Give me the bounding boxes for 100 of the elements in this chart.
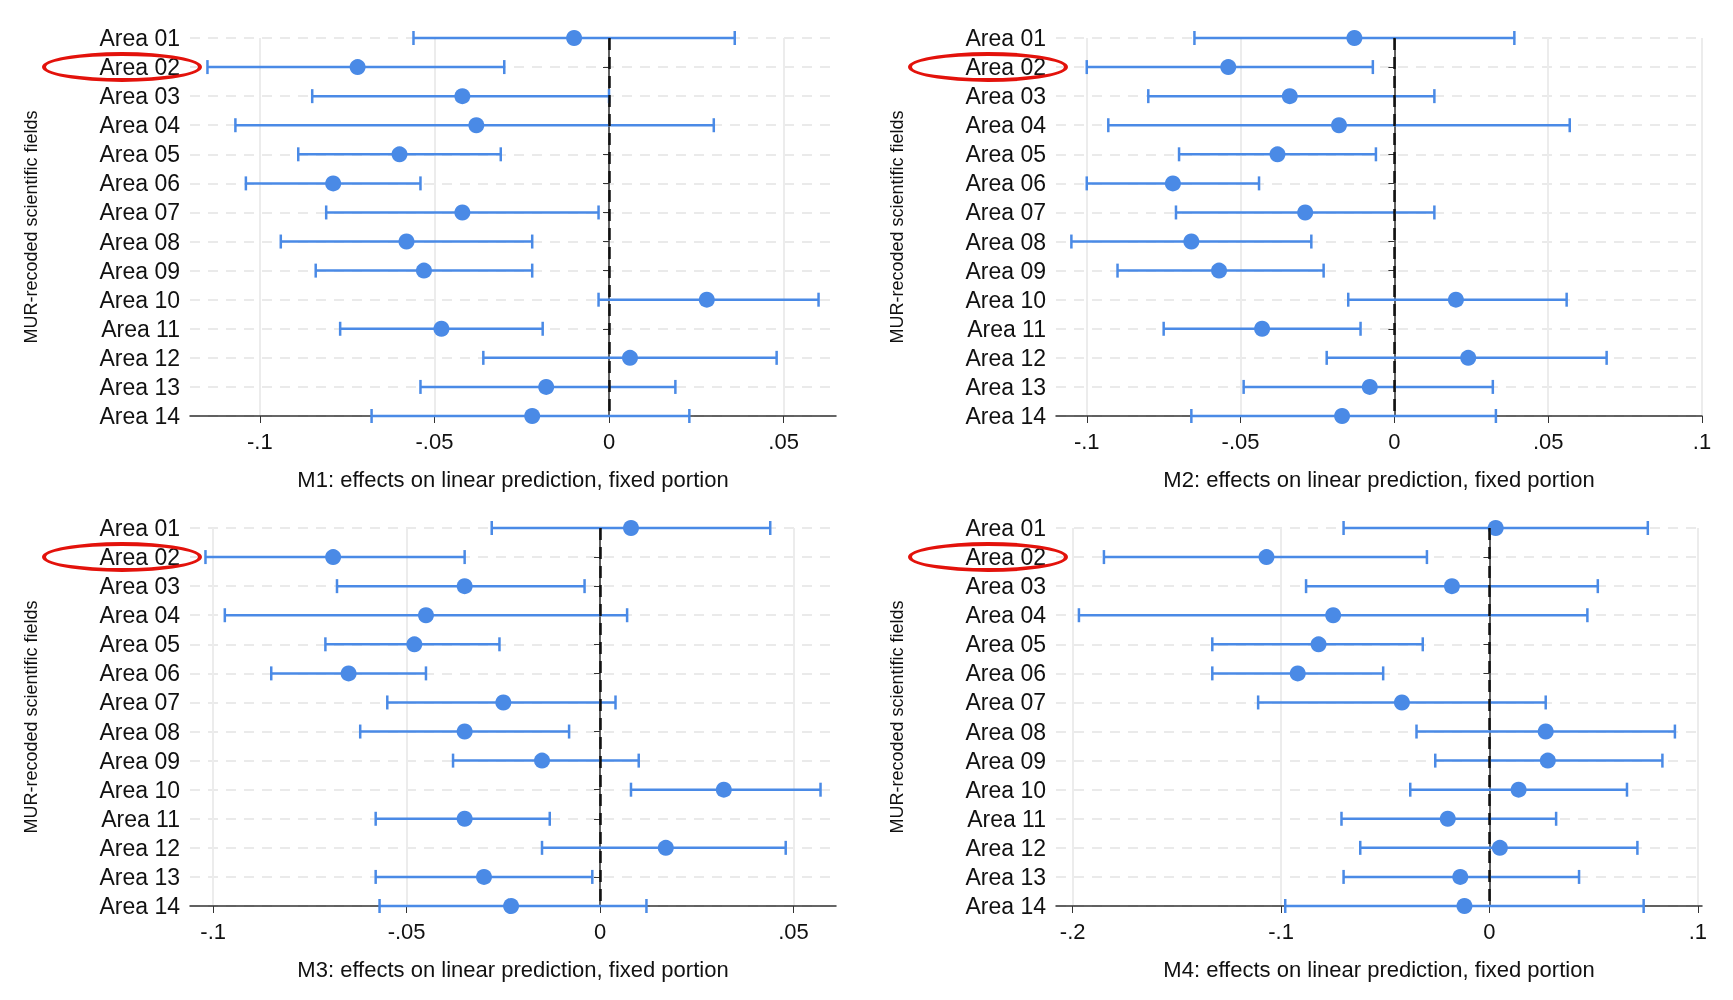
x-tick-label: .05 <box>1532 428 1564 454</box>
y-tick-label: Area 10 <box>99 286 180 313</box>
y-tick-label: Area 07 <box>965 689 1046 716</box>
x-axis-title: M3: effects on linear prediction, fixed portion <box>297 956 729 982</box>
point <box>1258 549 1275 566</box>
x-tick-label: -.2 <box>1059 918 1086 944</box>
point <box>468 117 485 134</box>
y-tick-label: Area 08 <box>99 228 180 255</box>
y-tick-label: Area 05 <box>965 141 1046 168</box>
point <box>715 781 732 798</box>
x-tick-label: 0 <box>602 428 616 454</box>
point <box>1393 694 1410 711</box>
y-tick-label: Area 05 <box>965 631 1046 658</box>
point <box>1310 636 1327 653</box>
y-tick-label: Area 06 <box>965 170 1046 197</box>
x-tick-label: 0 <box>1483 918 1496 944</box>
y-tick-label: Area 14 <box>99 893 181 919</box>
y-tick-label: Area 11 <box>967 315 1046 342</box>
point <box>1325 607 1342 624</box>
y-tick-label: Area 09 <box>965 257 1046 284</box>
y-tick-label: Area 07 <box>965 199 1046 226</box>
point <box>325 175 342 192</box>
y-axis-title: MUR-recoded scientific fields <box>21 110 41 344</box>
y-tick-label: Area 08 <box>965 718 1046 745</box>
point <box>538 378 555 395</box>
point <box>349 59 366 76</box>
y-tick-label: Area 06 <box>965 660 1046 687</box>
point <box>456 578 473 595</box>
point <box>495 694 512 711</box>
y-tick-label: Area 12 <box>965 344 1046 371</box>
y-tick-label: Area 07 <box>99 689 180 716</box>
point <box>1269 146 1286 163</box>
point <box>1331 117 1348 134</box>
point <box>623 520 639 536</box>
point <box>456 723 473 740</box>
point <box>524 408 541 424</box>
y-tick-label: Area 01 <box>965 25 1046 51</box>
y-tick-label: Area 12 <box>99 344 180 371</box>
y-tick-label: Area 10 <box>965 286 1046 313</box>
y-tick-label: Area 11 <box>967 805 1046 832</box>
point <box>456 810 473 827</box>
y-tick-label: Area 04 <box>99 112 181 139</box>
point <box>1220 59 1237 76</box>
y-tick-label: Area 14 <box>965 403 1047 429</box>
point <box>1281 88 1298 105</box>
point <box>1510 781 1527 798</box>
point <box>1452 868 1469 885</box>
y-tick-label: Area 02 <box>99 54 180 81</box>
y-tick-label: Area 02 <box>99 544 180 571</box>
x-tick-label: -.1 <box>1268 918 1294 944</box>
point <box>1164 175 1181 192</box>
y-tick-label: Area 03 <box>99 83 180 110</box>
y-tick-label: Area 08 <box>99 718 180 745</box>
point <box>1361 378 1378 395</box>
y-tick-label: Area 04 <box>965 602 1047 629</box>
x-tick-label: .1 <box>1688 918 1708 944</box>
y-tick-label: Area 02 <box>965 544 1046 571</box>
y-tick-label: Area 09 <box>965 747 1046 774</box>
point <box>1539 752 1556 769</box>
y-tick-label: Area 10 <box>965 776 1046 803</box>
y-tick-label: Area 01 <box>99 25 180 51</box>
point <box>417 607 434 624</box>
point <box>415 262 432 279</box>
point <box>1346 30 1363 46</box>
point <box>503 898 520 914</box>
x-axis-title: M2: effects on linear prediction, fixed portion <box>1163 466 1595 492</box>
y-tick-label: Area 03 <box>965 573 1046 600</box>
point <box>1491 839 1508 856</box>
point <box>566 30 583 46</box>
y-tick-label: Area 02 <box>965 54 1046 81</box>
y-tick-label: Area 05 <box>99 141 180 168</box>
point <box>1254 320 1271 337</box>
x-tick-label: -.05 <box>415 428 454 454</box>
x-tick-label: 0 <box>593 918 607 944</box>
point <box>1456 898 1473 914</box>
y-tick-label: Area 04 <box>99 602 181 629</box>
x-tick-label: -.1 <box>246 428 273 454</box>
x-tick-label: .05 <box>768 428 799 454</box>
x-tick-label: .05 <box>778 918 809 944</box>
point <box>1443 578 1460 595</box>
point <box>1211 262 1228 279</box>
x-tick-label: .1 <box>1692 428 1712 454</box>
y-tick-label: Area 04 <box>965 112 1047 139</box>
y-tick-label: Area 01 <box>965 515 1046 541</box>
x-tick-label: -.05 <box>387 918 426 944</box>
y-tick-label: Area 07 <box>99 199 180 226</box>
point <box>534 752 551 769</box>
y-axis-title: MUR-recoded scientific fields <box>21 600 41 834</box>
y-tick-label: Area 06 <box>99 170 180 197</box>
y-tick-label: Area 09 <box>99 257 180 284</box>
y-tick-label: Area 03 <box>965 83 1046 110</box>
point <box>1183 233 1200 250</box>
y-tick-label: Area 14 <box>965 893 1047 919</box>
point <box>398 233 415 250</box>
point <box>454 88 471 105</box>
y-axis-title: MUR-recoded scientific fields <box>887 110 907 344</box>
y-tick-label: Area 14 <box>99 403 181 429</box>
y-tick-label: Area 11 <box>101 315 180 342</box>
point <box>340 665 357 682</box>
y-tick-label: Area 13 <box>99 863 180 890</box>
